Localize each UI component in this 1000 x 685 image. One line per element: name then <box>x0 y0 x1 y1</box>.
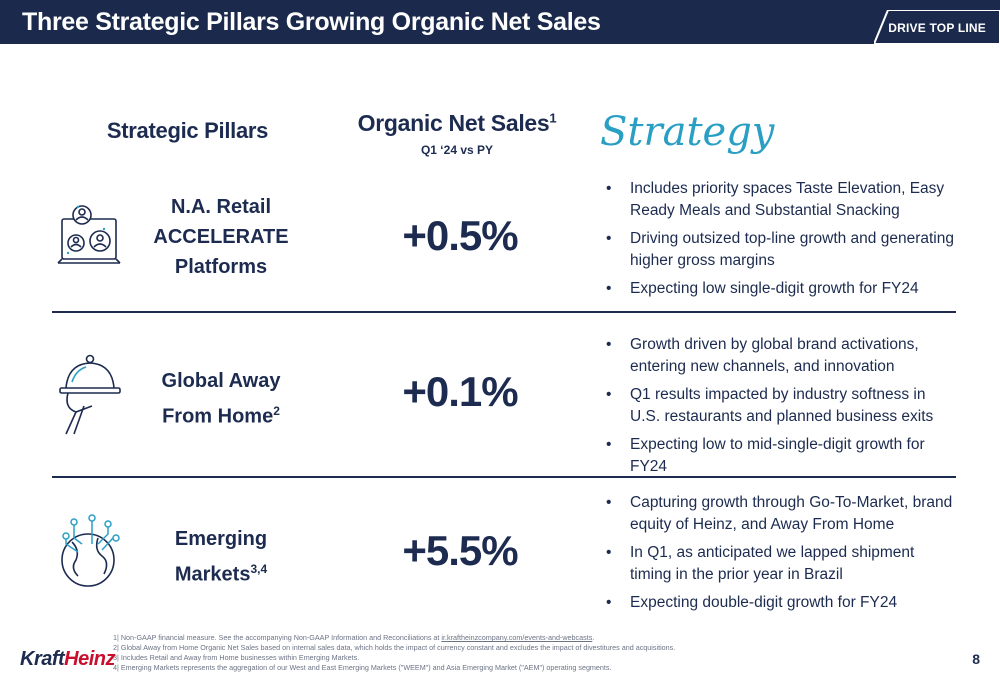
logo-heinz: Heinz <box>64 648 116 670</box>
footnote-2: 2| Global Away from Home Organic Net Sal… <box>113 643 676 652</box>
strategy-heading-text: Strategy <box>600 109 776 155</box>
list-item: Driving outsized top-line growth and gen… <box>606 228 956 272</box>
pillar-line-text: Markets <box>174 563 251 586</box>
row-divider <box>52 311 956 313</box>
pillar-emerging-markets: Emerging Markets3,4 <box>136 524 306 590</box>
section-tag <box>874 10 1000 44</box>
cloche-icon <box>59 354 121 435</box>
footnote-text: 1| Non-GAAP financial measure. See the a… <box>113 633 442 642</box>
people-screen-icon <box>57 205 121 264</box>
row-divider <box>52 476 956 478</box>
pillars-heading: Strategic Pillars <box>106 118 269 143</box>
list-item: Expecting low single-digit growth for FY… <box>606 278 956 300</box>
pillar-line: ACCELERATE <box>153 226 289 248</box>
section-tag-label: DRIVE TOP LINE <box>888 21 986 35</box>
pillar-line: N.A. Retail <box>170 196 272 218</box>
list-item: In Q1, as anticipated we lapped shipment… <box>606 542 956 586</box>
strategy-list-global-afh: Growth driven by global brand activation… <box>606 334 956 484</box>
logo-kraft: Kraft <box>20 648 65 670</box>
pillar-na-retail: N.A. Retail ACCELERATE Platforms <box>136 192 306 282</box>
list-item: Includes priority spaces Taste Elevation… <box>606 178 956 222</box>
pillar-line: From Home2 <box>136 396 306 432</box>
globe-network-icon <box>61 514 120 587</box>
pillar-line: Markets3,4 <box>136 554 306 590</box>
organic-subheading: Q1 ‘24 vs PY <box>420 143 494 157</box>
strategy-heading: Strategy <box>600 109 776 155</box>
list-item: Expecting low to mid-single-digit growth… <box>606 434 956 478</box>
organic-value-global-afh: +0.1% <box>402 368 518 415</box>
footnote-4: 4| Emerging Markets represents the aggre… <box>113 663 612 672</box>
page-number: 8 <box>972 651 980 667</box>
pillar-footnote: 2 <box>273 404 280 418</box>
organic-value-na-retail: +0.5% <box>402 212 518 259</box>
pillar-line: Platforms <box>174 256 268 278</box>
organic-heading: Organic Net Sales1 <box>352 110 562 137</box>
pillar-line-text: From Home <box>162 405 274 428</box>
kraft-heinz-logo: KraftHeinz <box>20 648 116 671</box>
footnote-link[interactable]: ir.kraftheinzcompany.com/events-and-webc… <box>441 633 593 642</box>
list-item: Capturing growth through Go-To-Market, b… <box>606 492 956 536</box>
footnote-1: 1| Non-GAAP financial measure. See the a… <box>113 633 873 643</box>
footnote-text: . <box>592 633 595 642</box>
footnote-3: 3| Includes Retail and Away from Home bu… <box>113 653 360 662</box>
page-title: Three Strategic Pillars Growing Organic … <box>22 8 601 36</box>
list-item: Expecting double-digit growth for FY24 <box>606 592 956 614</box>
footnotes: 1| Non-GAAP financial measure. See the a… <box>113 633 873 673</box>
organic-heading-footnote: 1 <box>549 110 557 126</box>
pillar-global-afh: Global Away From Home2 <box>136 366 306 432</box>
organic-value-emerging-markets: +5.5% <box>402 527 518 574</box>
header-bar <box>0 0 1000 44</box>
list-item: Q1 results impacted by industry softness… <box>606 384 956 428</box>
strategy-list-emerging-markets: Capturing growth through Go-To-Market, b… <box>606 492 956 620</box>
organic-heading-text: Organic Net Sales <box>357 110 550 136</box>
strategy-list-na-retail: Includes priority spaces Taste Elevation… <box>606 178 956 306</box>
list-item: Growth driven by global brand activation… <box>606 334 956 378</box>
pillar-line: Global Away <box>161 370 281 392</box>
pillar-footnote: 3,4 <box>250 562 268 576</box>
pillar-line: Emerging <box>174 528 268 550</box>
